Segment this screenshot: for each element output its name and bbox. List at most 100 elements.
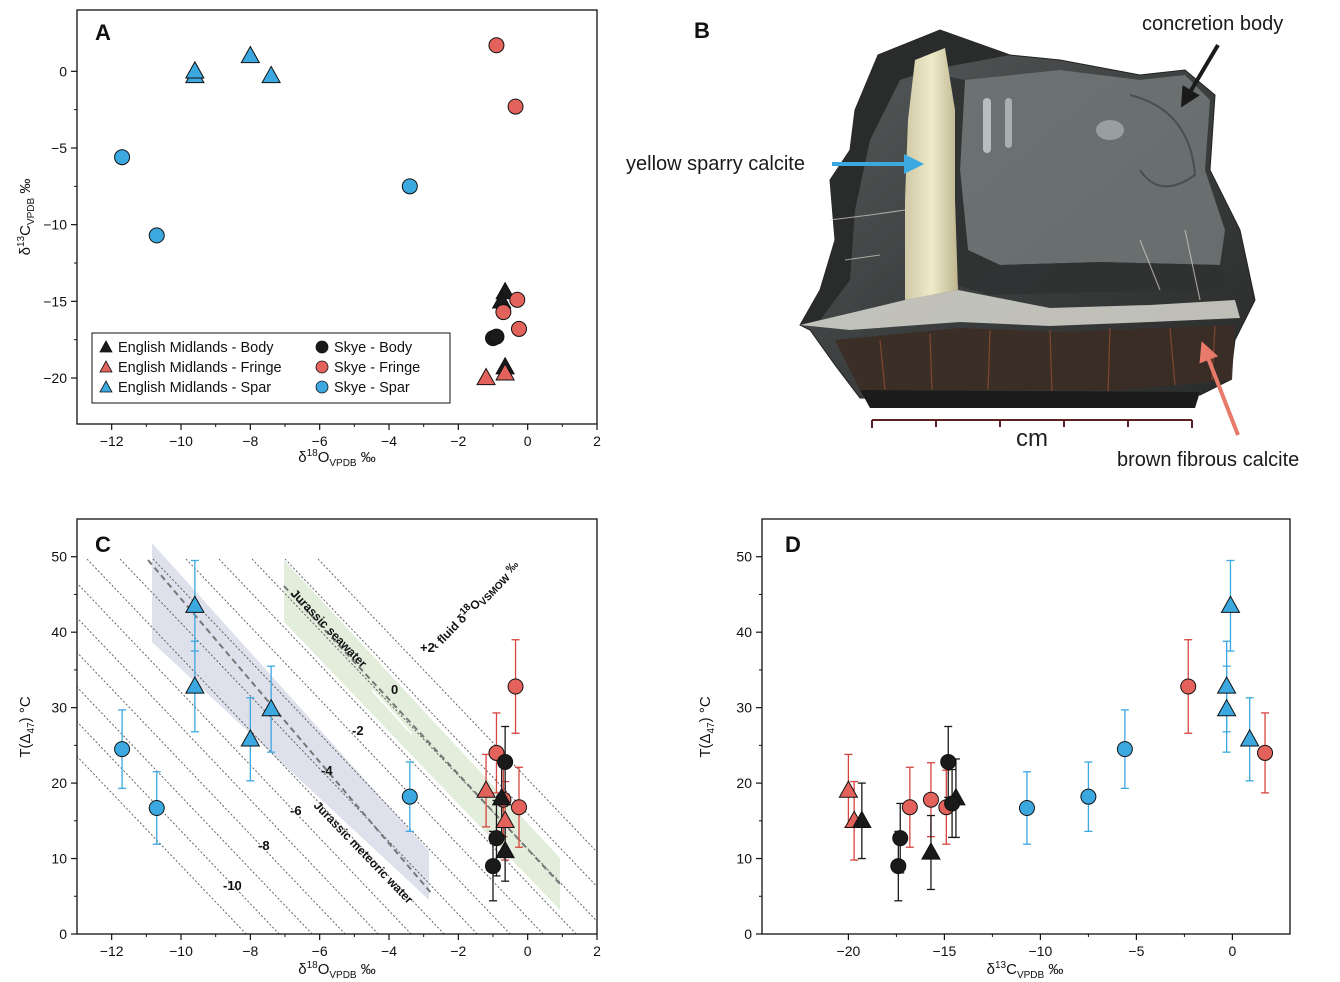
data-point-body-circle — [488, 328, 505, 345]
scale-bar: cm — [871, 419, 1193, 452]
spar-vein-vertical — [905, 48, 958, 300]
data-point-fringe-circle — [509, 291, 526, 308]
contour-line — [77, 582, 412, 934]
data-point-spar-circle — [148, 799, 165, 816]
data-point-fringe-triangle — [476, 780, 496, 798]
x-tick-label: 0 — [524, 943, 532, 959]
data-point-spar-triangle — [184, 60, 205, 79]
fossil-mark-1 — [983, 98, 991, 153]
concretion-photo — [799, 29, 1256, 408]
x-tick-label: −6 — [312, 943, 328, 959]
y-tick-label: −10 — [43, 217, 67, 233]
data-point-fringe-triangle — [495, 362, 516, 381]
data-point-body-circle — [497, 753, 514, 770]
legend-label: English Midlands - Body — [118, 340, 274, 356]
y-tick-label: −15 — [43, 293, 67, 309]
concretion-interior — [960, 70, 1225, 265]
contour-line — [317, 558, 597, 853]
y-tick-label: 40 — [51, 624, 67, 640]
data-point-body-triangle — [495, 840, 516, 859]
y-tick-label: 0 — [744, 926, 752, 942]
x-tick-label: 2 — [593, 433, 601, 449]
data-point-fringe-circle — [507, 98, 524, 115]
y-tick-label: 30 — [736, 700, 752, 716]
data-point-spar-circle — [401, 178, 418, 195]
fossil-mark-2 — [1005, 98, 1012, 148]
legend-box — [91, 332, 451, 404]
contour-line — [284, 558, 597, 888]
x-tick-label: −10 — [169, 943, 193, 959]
contour-label-p2: +2 — [420, 640, 435, 655]
x-tick-label: −15 — [933, 943, 957, 959]
legend-label: Skye - Fringe — [334, 360, 420, 376]
data-point-spar-triangle — [184, 595, 205, 613]
y-tick-label: 30 — [51, 700, 67, 716]
seawater-centerline — [283, 585, 561, 885]
data-point-fringe-circle — [1180, 678, 1197, 695]
data-point-fringe-triangle — [838, 780, 859, 798]
y-tick-label: 40 — [736, 624, 752, 640]
data-point-spar-circle — [401, 788, 418, 805]
legend-label: Skye - Spar — [334, 380, 410, 396]
y-tick-label: 0 — [59, 63, 67, 79]
panel-a-ticks: −12 −10 −8 −6 −4 −2 0 20−5−10−15−20 — [43, 63, 601, 449]
panel-d-label: D — [785, 532, 801, 557]
panel-c-frame — [76, 518, 598, 935]
contour-line — [77, 686, 313, 934]
data-point-fringe-circle — [495, 304, 512, 321]
contour-labels: +2 0 -2 -4 -6 -8 -10 — [223, 640, 435, 893]
label-concretion-body: concretion body — [1142, 13, 1283, 35]
data-point-spar-triangle — [1220, 595, 1241, 613]
band-meteoric — [152, 543, 429, 900]
contour-line — [77, 617, 379, 934]
data-point-spar-triangle — [240, 45, 261, 64]
label-yellow-sparry-calcite: yellow sparry calcite — [626, 153, 805, 175]
contour-label-m8: -8 — [258, 838, 270, 853]
data-point-body-circle — [485, 858, 501, 875]
concretion-dark-band — [935, 75, 1228, 295]
data-point-spar-triangle — [261, 65, 282, 84]
data-point-body-triangle — [491, 787, 512, 806]
contour-label-m4: -4 — [321, 763, 333, 778]
arrow-concretion-body — [1180, 43, 1220, 108]
panel-a-frame — [76, 9, 598, 425]
panel-c-xlabel: δ18OVPDB ‰ — [298, 960, 376, 981]
y-tick-label: −20 — [43, 370, 67, 386]
data-point-body-circle — [890, 858, 907, 875]
data-point-body-circle — [944, 795, 961, 812]
panel-c-ylabel: T(Δ47) °C — [17, 696, 37, 757]
x-tick-label: 2 — [593, 943, 601, 959]
panel-a-label: A — [95, 20, 111, 45]
contour-label-m2: -2 — [352, 723, 364, 738]
y-tick-label: −5 — [51, 140, 67, 156]
data-point-spar-triangle — [1216, 698, 1237, 717]
contour-line — [77, 651, 346, 934]
legend-marker — [315, 380, 329, 394]
concretion-curve — [1129, 94, 1197, 188]
contour-line — [185, 558, 544, 934]
data-point-spar-triangle — [1216, 675, 1237, 694]
x-tick-label: −4 — [381, 943, 397, 959]
panel-d-ylabel: T(Δ47) °C — [697, 696, 717, 757]
contour-line — [251, 558, 597, 922]
data-point-fringe-circle — [922, 791, 939, 808]
data-point-fringe-circle — [1257, 744, 1274, 761]
legend-label: English Midlands - Spar — [118, 380, 271, 396]
panel-a-points — [114, 37, 527, 386]
y-tick-label: 50 — [736, 549, 752, 565]
x-tick-label: −6 — [312, 433, 328, 449]
x-tick-label: −20 — [837, 943, 861, 959]
panel-a: A −12 −10 −8 −6 −4 −2 0 20−5−10−15−20 δ18OVPDB … — [16, 9, 601, 469]
fluid-contours — [77, 558, 597, 934]
data-point-fringe-circle — [488, 37, 505, 54]
y-tick-label: 20 — [736, 775, 752, 791]
rock-cracks — [829, 209, 1201, 301]
rock-base — [860, 390, 1200, 408]
panel-c-points — [114, 559, 527, 902]
contour-title: ‹ fluid δ18OVSMOW ‰ — [428, 556, 524, 654]
legend-marker — [315, 340, 329, 354]
data-point-body-circle — [892, 830, 909, 847]
y-tick-label: 20 — [51, 775, 67, 791]
